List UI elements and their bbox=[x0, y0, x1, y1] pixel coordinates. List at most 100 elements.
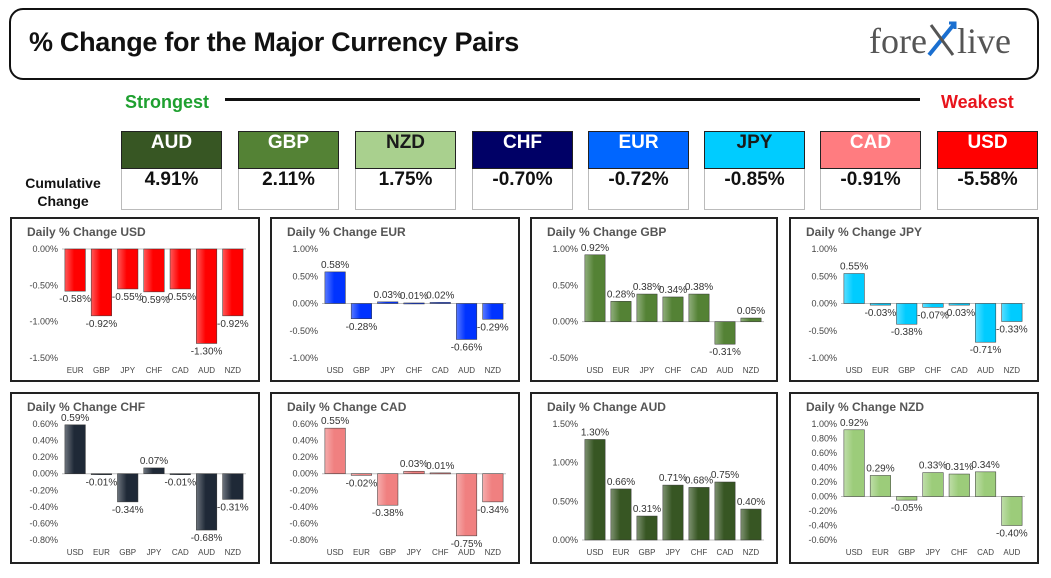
chart-title: Daily % Change EUR bbox=[287, 225, 406, 239]
x-tick-label: GBP bbox=[379, 548, 396, 557]
x-tick-label: GBP bbox=[898, 366, 915, 375]
x-tick-label: GBP bbox=[639, 548, 656, 557]
chart-title: Daily % Change USD bbox=[27, 225, 146, 239]
page-title: % Change for the Major Currency Pairs bbox=[29, 27, 520, 57]
x-tick-label: CAD bbox=[717, 548, 734, 557]
data-label: -0.31% bbox=[217, 502, 249, 513]
data-label: 0.38% bbox=[685, 282, 713, 293]
bar-jpy bbox=[922, 472, 944, 497]
y-tick-label: 0.60% bbox=[32, 419, 58, 429]
x-tick-label: CAD bbox=[691, 366, 708, 375]
data-label: 0.01% bbox=[426, 461, 454, 472]
y-tick-label: -0.50% bbox=[549, 353, 578, 363]
y-tick-label: 0.60% bbox=[292, 419, 318, 429]
x-tick-label: NZD bbox=[225, 366, 242, 375]
data-label: -0.40% bbox=[996, 529, 1028, 540]
currency-code: AUD bbox=[121, 131, 222, 169]
strongest-label: Strongest bbox=[125, 92, 210, 112]
y-tick-label: -0.50% bbox=[808, 326, 837, 336]
chart-panel-chf: Daily % Change CHF 0.60% 0.40% 0.20% 0.00% -0… bbox=[10, 392, 260, 564]
data-label: 0.34% bbox=[659, 285, 687, 296]
data-label: -0.38% bbox=[372, 508, 404, 519]
bar-gbp bbox=[377, 473, 399, 506]
bar-nzd bbox=[740, 508, 762, 541]
data-label: -0.66% bbox=[451, 342, 483, 353]
x-tick-label: NZD bbox=[743, 366, 760, 375]
data-label: 0.31% bbox=[945, 462, 973, 473]
y-tick-label: 0.50% bbox=[811, 271, 837, 281]
bar-gbp bbox=[896, 303, 918, 325]
y-tick-label: 0.00% bbox=[292, 299, 318, 309]
data-label: 1.30% bbox=[581, 427, 609, 438]
y-tick-label: -0.40% bbox=[29, 502, 58, 512]
x-tick-label: NZD bbox=[225, 548, 242, 557]
chart-panel-cad: Daily % Change CAD 0.60% 0.40% 0.20% 0.00% -0… bbox=[270, 392, 520, 564]
bar-chart: 1.50% 1.00% 0.50% 0.00% 1.30% USD 0.66% EUR 0.31… bbox=[552, 419, 765, 557]
bar-jpy bbox=[377, 301, 399, 304]
x-tick-label: CAD bbox=[172, 366, 189, 375]
x-tick-label: USD bbox=[587, 366, 604, 375]
bar-eur bbox=[610, 301, 632, 322]
cumulative-change-label: Cumulative Change bbox=[22, 174, 104, 210]
chart-panel-usd: Daily % Change USD 0.00% -0.50% -1.00% -1.50… bbox=[10, 217, 260, 382]
cumulative-value: 2.11% bbox=[238, 169, 339, 210]
bar-chart: 0.60% 0.40% 0.20% 0.00% -0.20% -0.40% -0.60% -0… bbox=[289, 416, 508, 557]
chart-title: Daily % Change CAD bbox=[287, 400, 407, 414]
bar-chart: 1.00% 0.50% 0.00% -0.50% -1.00% 0.58% USD -0.28… bbox=[289, 244, 508, 375]
bar-jpy bbox=[117, 248, 139, 290]
data-label: 0.03% bbox=[374, 290, 402, 301]
bar-chart: 0.60% 0.40% 0.20% 0.00% -0.20% -0.40% -0.60% -0… bbox=[29, 413, 249, 557]
y-tick-label: 0.50% bbox=[552, 280, 578, 290]
y-tick-label: 0.50% bbox=[292, 271, 318, 281]
currency-tile-aud: AUD 4.91% bbox=[121, 131, 222, 211]
y-tick-label: 0.00% bbox=[811, 492, 837, 502]
currency-code: JPY bbox=[704, 131, 805, 169]
x-tick-label: JPY bbox=[926, 548, 941, 557]
chart-title: Daily % Change GBP bbox=[547, 225, 667, 239]
data-label: 0.03% bbox=[400, 459, 428, 470]
y-tick-label: 1.00% bbox=[811, 419, 837, 429]
data-label: -0.58% bbox=[59, 294, 91, 305]
x-tick-label: NZD bbox=[743, 548, 760, 557]
bar-cad bbox=[429, 302, 451, 304]
data-label: -0.03% bbox=[865, 308, 897, 319]
y-tick-label: 0.00% bbox=[292, 469, 318, 479]
x-tick-label: USD bbox=[327, 366, 344, 375]
bar-eur bbox=[64, 248, 86, 292]
x-tick-label: JPY bbox=[666, 548, 681, 557]
y-tick-label: -0.80% bbox=[289, 535, 318, 545]
x-tick-label: JPY bbox=[380, 366, 395, 375]
y-tick-label: 1.00% bbox=[811, 244, 837, 254]
data-label: 0.59% bbox=[61, 413, 89, 424]
x-tick-label: USD bbox=[846, 548, 863, 557]
x-tick-label: CAD bbox=[977, 548, 994, 557]
x-tick-label: CHF bbox=[925, 366, 942, 375]
y-tick-label: -1.00% bbox=[29, 317, 58, 327]
y-tick-label: 0.60% bbox=[811, 448, 837, 458]
data-label: 0.07% bbox=[140, 456, 168, 467]
forexlive-logo: fore live bbox=[869, 20, 1011, 62]
logo-text-suffix: live bbox=[957, 21, 1011, 61]
x-tick-label: EUR bbox=[67, 366, 84, 375]
title-box: % Change for the Major Currency Pairs fo… bbox=[9, 8, 1039, 80]
y-tick-label: 0.00% bbox=[32, 469, 58, 479]
y-tick-label: 0.40% bbox=[811, 463, 837, 473]
data-label: 0.92% bbox=[840, 418, 868, 429]
data-label: 0.66% bbox=[607, 477, 635, 488]
y-tick-label: -0.50% bbox=[29, 280, 58, 290]
x-tick-label: CHF bbox=[665, 366, 682, 375]
x-tick-label: NZD bbox=[485, 366, 502, 375]
y-tick-label: -0.60% bbox=[289, 518, 318, 528]
currency-tile-eur: EUR -0.72% bbox=[588, 131, 689, 211]
x-tick-label: AUD bbox=[198, 548, 215, 557]
x-tick-label: CHF bbox=[691, 548, 708, 557]
bar-eur bbox=[610, 488, 632, 541]
bar-cad bbox=[169, 248, 191, 290]
bar-gbp bbox=[896, 496, 918, 501]
cumulative-value: 1.75% bbox=[355, 169, 456, 210]
bar-chart: 1.00% 0.80% 0.60% 0.40% 0.20% 0.00% -0.20% -0.4… bbox=[808, 418, 1028, 557]
data-label: -0.28% bbox=[346, 322, 378, 333]
y-tick-label: 0.20% bbox=[32, 452, 58, 462]
data-label: -0.03% bbox=[943, 308, 975, 319]
y-tick-label: -1.50% bbox=[29, 353, 58, 363]
